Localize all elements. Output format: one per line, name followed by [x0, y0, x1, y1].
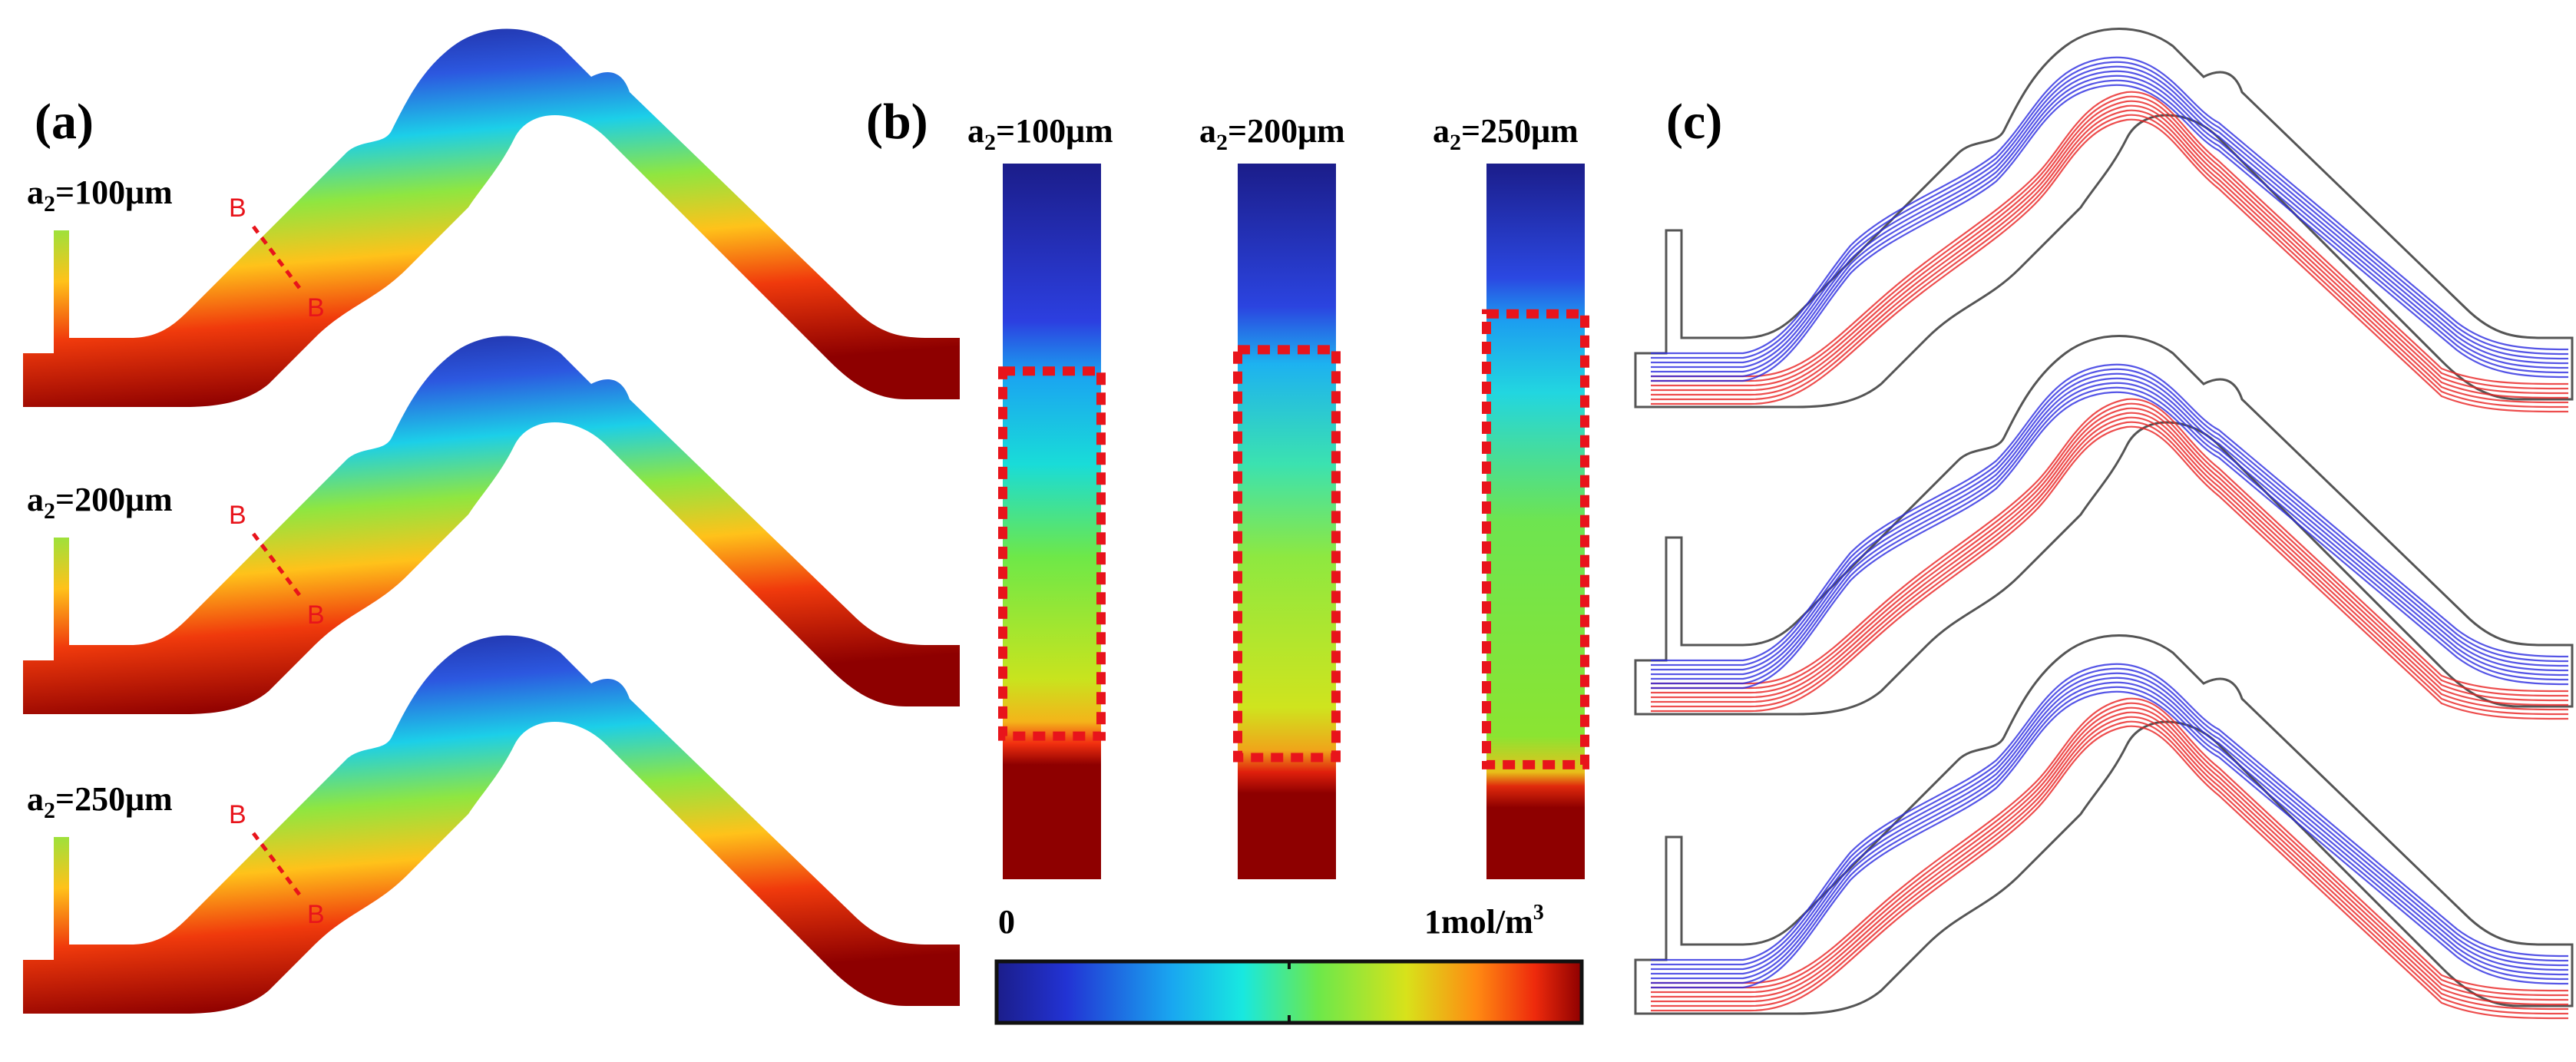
panel-c-row-1 — [1634, 28, 2574, 413]
streamline — [1651, 407, 2569, 702]
colorbar-max-label: 1mol/m3 — [1424, 901, 1544, 941]
streamline-group — [1651, 663, 2569, 1020]
streamline — [1651, 95, 2569, 390]
streamline — [1651, 91, 2569, 385]
panel-b-label: (b) — [866, 94, 928, 150]
section-label-top: B — [229, 501, 246, 530]
streamline — [1651, 114, 2569, 409]
streamline — [1651, 725, 2569, 1020]
streamline — [1651, 686, 2569, 984]
streamline — [1651, 372, 2569, 671]
streamline — [1651, 416, 2569, 711]
streamline — [1651, 672, 2569, 971]
panel-c-row-3 — [1634, 634, 2574, 1020]
streamline — [1651, 421, 2569, 716]
streamline — [1651, 104, 2569, 399]
colorbar-min-label: 0 — [998, 903, 1015, 941]
cross-section-bar — [1238, 164, 1336, 879]
streamline — [1651, 711, 2569, 1006]
streamline — [1651, 368, 2569, 667]
streamline — [1651, 70, 2569, 369]
streamline — [1651, 377, 2569, 676]
panel-a-row-3: B B a2=250μm — [23, 635, 960, 1014]
mixing-region-outline — [1482, 309, 1589, 769]
streamline — [1651, 702, 2569, 997]
streamline — [1651, 677, 2569, 975]
colorbar: 0 1mol/m3 — [994, 901, 1584, 1025]
row-condition-label: a2=250μm — [27, 780, 173, 823]
panel-a-label: (a) — [35, 94, 94, 150]
streamline — [1651, 706, 2569, 1001]
column-condition-label: a2=200μm — [1199, 112, 1345, 155]
streamline — [1651, 663, 2569, 961]
mixing-region-outline — [1233, 345, 1341, 763]
panel-c-label: (c) — [1666, 94, 1722, 150]
column-condition-label: a2=100μm — [967, 112, 1113, 155]
streamline — [1651, 716, 2569, 1011]
panel-c-streamlines — [1634, 28, 2574, 1020]
streamline — [1651, 391, 2569, 690]
streamline — [1651, 84, 2569, 382]
streamline — [1651, 697, 2569, 992]
panel-b-cross-sections: a2=100μm a2=200μm a2=250μm — [967, 112, 1589, 879]
streamline — [1651, 667, 2569, 966]
streamline — [1651, 100, 2569, 395]
section-label-top: B — [229, 800, 246, 829]
section-label-bottom: B — [307, 293, 325, 323]
streamline — [1651, 425, 2569, 720]
streamline — [1651, 79, 2569, 378]
panel-a-row-1: B B a2=100μm — [23, 28, 960, 407]
streamline — [1651, 118, 2569, 413]
streamline — [1651, 109, 2569, 404]
streamline — [1651, 61, 2569, 359]
streamline — [1651, 681, 2569, 980]
mixing-region-outline — [998, 366, 1106, 741]
streamline-group — [1651, 56, 2569, 413]
section-label-top: B — [229, 194, 246, 223]
streamline — [1651, 363, 2569, 662]
streamline — [1651, 386, 2569, 685]
panel-c-row-2 — [1634, 335, 2574, 720]
streamline — [1651, 382, 2569, 680]
streamline — [1651, 690, 2569, 989]
streamline — [1651, 56, 2569, 355]
streamline — [1651, 720, 2569, 1015]
section-label-bottom: B — [307, 900, 325, 929]
streamline — [1651, 412, 2569, 706]
row-condition-label: a2=200μm — [27, 481, 173, 524]
streamline — [1651, 398, 2569, 693]
streamline-group — [1651, 363, 2569, 720]
row-condition-label: a2=100μm — [27, 174, 173, 217]
streamline — [1651, 65, 2569, 364]
colorbar-gradient — [994, 959, 1584, 1025]
streamline — [1651, 74, 2569, 373]
streamline — [1651, 402, 2569, 697]
column-condition-label: a2=250μm — [1433, 112, 1579, 155]
panel-a-row-2: B B a2=200μm — [23, 336, 960, 714]
section-label-bottom: B — [307, 600, 325, 630]
cross-section-bar — [1003, 164, 1101, 879]
cross-section-bar — [1486, 164, 1585, 879]
